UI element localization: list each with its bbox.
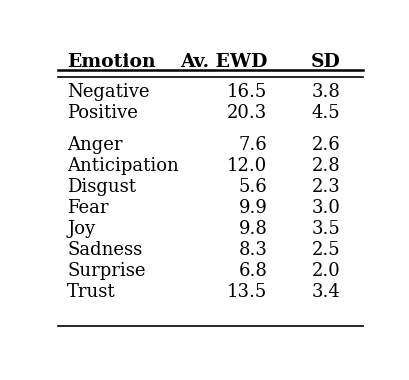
Text: 3.4: 3.4: [311, 283, 339, 301]
Text: Anger: Anger: [67, 136, 122, 154]
Text: 2.5: 2.5: [311, 241, 339, 259]
Text: 2.0: 2.0: [311, 262, 339, 280]
Text: 8.3: 8.3: [238, 241, 267, 259]
Text: 4.5: 4.5: [311, 104, 339, 122]
Text: Surprise: Surprise: [67, 262, 145, 280]
Text: Emotion: Emotion: [67, 53, 155, 71]
Text: Anticipation: Anticipation: [67, 157, 178, 175]
Text: Av. EWD: Av. EWD: [180, 53, 267, 71]
Text: 9.9: 9.9: [238, 199, 267, 217]
Text: Trust: Trust: [67, 283, 115, 301]
Text: Negative: Negative: [67, 83, 149, 101]
Text: Joy: Joy: [67, 220, 95, 238]
Text: 2.3: 2.3: [311, 178, 339, 196]
Text: 16.5: 16.5: [227, 83, 267, 101]
Text: 3.0: 3.0: [311, 199, 339, 217]
Text: 3.5: 3.5: [311, 220, 339, 238]
Text: Disgust: Disgust: [67, 178, 136, 196]
Text: 13.5: 13.5: [227, 283, 267, 301]
Text: SD: SD: [310, 53, 339, 71]
Text: 2.8: 2.8: [311, 157, 339, 175]
Text: 3.8: 3.8: [311, 83, 339, 101]
Text: 12.0: 12.0: [227, 157, 267, 175]
Text: 9.8: 9.8: [238, 220, 267, 238]
Text: 7.6: 7.6: [238, 136, 267, 154]
Text: Fear: Fear: [67, 199, 108, 217]
Text: 20.3: 20.3: [227, 104, 267, 122]
Text: 6.8: 6.8: [238, 262, 267, 280]
Text: 5.6: 5.6: [238, 178, 267, 196]
Text: Positive: Positive: [67, 104, 138, 122]
Text: Sadness: Sadness: [67, 241, 142, 259]
Text: 2.6: 2.6: [311, 136, 339, 154]
